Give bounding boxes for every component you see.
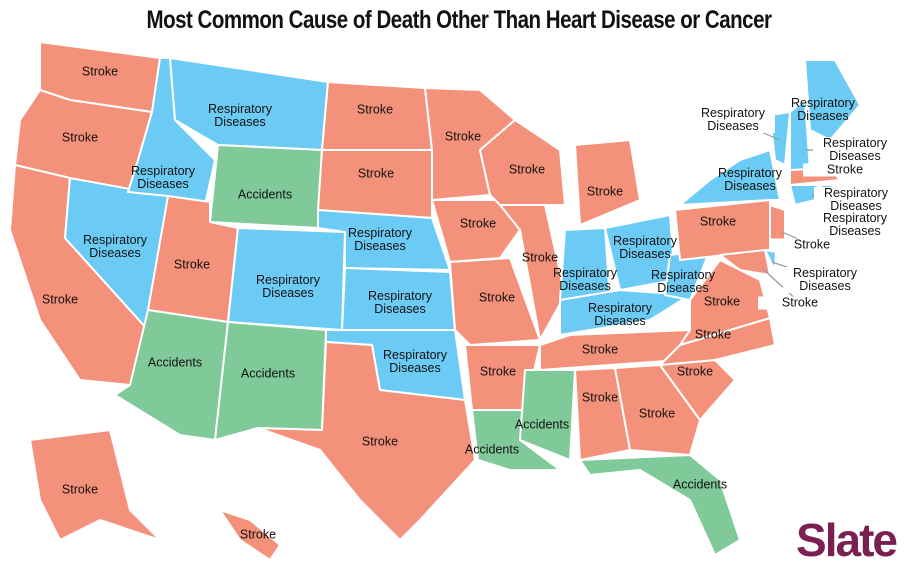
state-label: Respiratory Diseases <box>348 226 412 253</box>
state-label: Stroke <box>459 216 497 231</box>
state-label: Respiratory Diseases <box>791 96 855 123</box>
state-label: Respiratory Diseases <box>613 234 677 261</box>
state <box>29 429 161 541</box>
state-label: Respiratory Diseases <box>208 102 272 129</box>
state-label: Stroke <box>61 482 99 497</box>
state <box>499 204 566 341</box>
state-label: Accidents <box>514 417 570 432</box>
state-label: Stroke <box>638 406 676 421</box>
state-label: Stroke <box>357 166 395 181</box>
state-label: Stroke <box>444 129 482 144</box>
state <box>769 111 791 166</box>
state-label: Accidents <box>147 355 203 370</box>
state-label: Respiratory Diseases <box>718 166 782 193</box>
state-label: Respiratory Diseases <box>691 107 775 133</box>
state-label: Stroke <box>803 163 887 177</box>
state-label: Respiratory Diseases <box>256 273 320 300</box>
state <box>219 509 281 561</box>
state-label: Stroke <box>239 527 277 542</box>
state-label: Respiratory Diseases <box>588 301 652 328</box>
state-label: Respiratory Diseases <box>368 289 432 316</box>
state <box>574 139 641 226</box>
state-label: Stroke <box>699 214 737 229</box>
state <box>317 149 433 219</box>
state-label: Respiratory Diseases <box>814 187 898 213</box>
state-label: Stroke <box>361 434 399 449</box>
state-label: Stroke <box>758 296 842 310</box>
state <box>679 259 771 346</box>
state <box>579 454 741 556</box>
title: Most Common Cause of Death Other Than He… <box>146 6 772 34</box>
state-label: Stroke <box>356 102 394 117</box>
state-label: Stroke <box>173 257 211 272</box>
state-label: Accidents <box>237 187 293 202</box>
state-label: Stroke <box>770 238 854 252</box>
state-label: Stroke <box>479 364 517 379</box>
state <box>257 341 476 541</box>
state-label: Stroke <box>61 130 99 145</box>
state-label: Respiratory Diseases <box>553 266 617 293</box>
state-label: Stroke <box>694 327 732 342</box>
state-label: Accidents <box>240 366 296 381</box>
state <box>804 59 861 141</box>
state <box>479 119 566 206</box>
state <box>209 144 323 229</box>
state-label: Respiratory Diseases <box>651 268 715 295</box>
state <box>431 199 521 263</box>
state-label: Stroke <box>703 294 741 309</box>
state-label: Stroke <box>478 290 516 305</box>
brand-logo: Slate <box>796 514 898 566</box>
state <box>559 289 691 336</box>
state-label: Accidents <box>464 442 520 457</box>
state-label: Respiratory Diseases <box>813 212 897 238</box>
state <box>679 149 781 206</box>
state-label: Respiratory Diseases <box>813 137 897 163</box>
state-label: Stroke <box>581 342 619 357</box>
state-label: Respiratory Diseases <box>383 348 447 375</box>
state <box>214 321 327 441</box>
state-label: Stroke <box>81 64 119 79</box>
state <box>449 257 541 346</box>
state-label: Respiratory Diseases <box>83 233 147 260</box>
state <box>614 364 701 456</box>
state-label: Stroke <box>508 162 546 177</box>
state-label: Stroke <box>521 250 559 265</box>
state-label: Respiratory Diseases <box>783 267 867 293</box>
state-label: Accidents <box>672 477 728 492</box>
state <box>519 369 576 461</box>
state-label: Stroke <box>41 292 79 307</box>
state-label: Stroke <box>676 364 714 379</box>
state-label: Stroke <box>581 390 619 405</box>
state-label: Stroke <box>586 184 624 199</box>
state-label: Respiratory Diseases <box>131 164 195 191</box>
